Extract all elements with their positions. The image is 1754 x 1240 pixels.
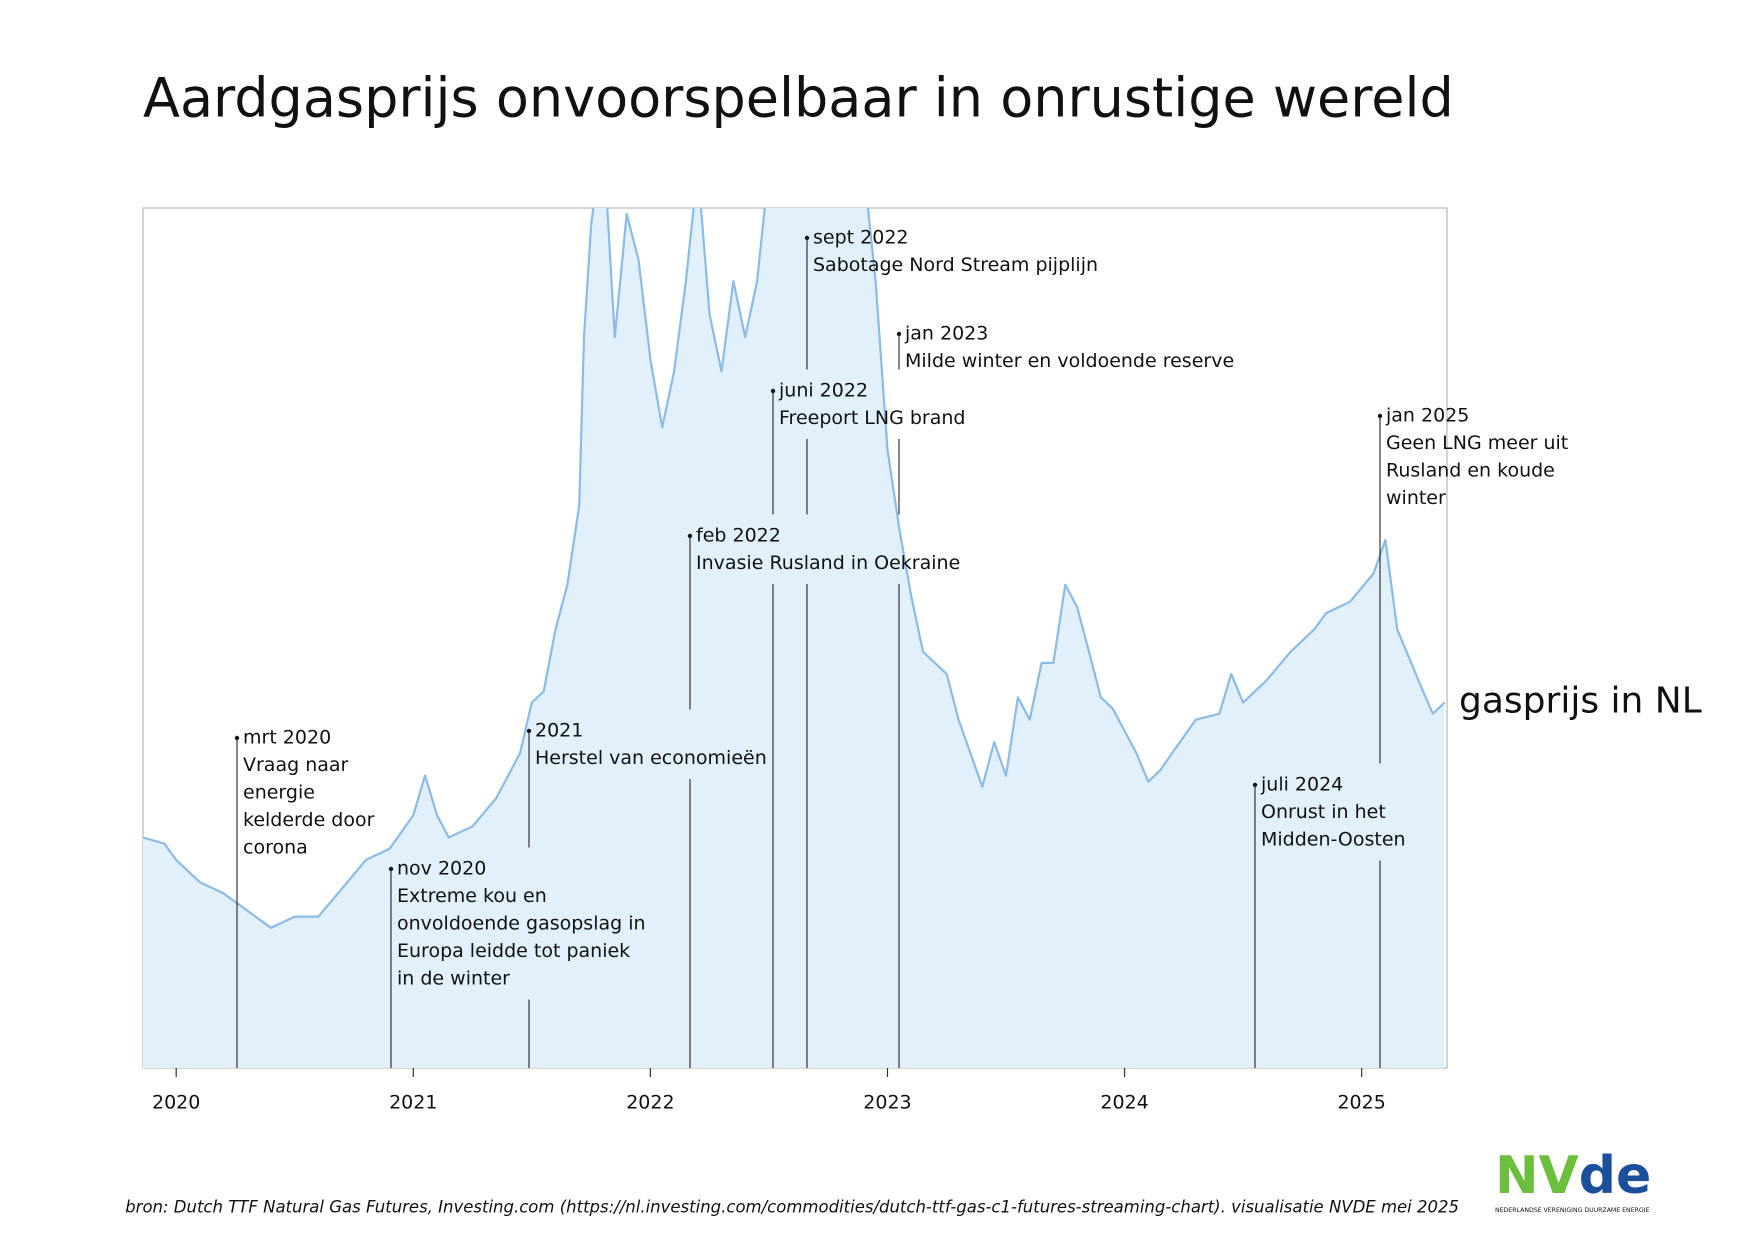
- annotation-text: winter: [1386, 487, 1446, 509]
- series-label: gasprijs in NL: [1459, 681, 1702, 722]
- annotation-date: juni 2022: [778, 380, 868, 402]
- annotation: 2021 Herstel van economieën: [526, 720, 767, 769]
- annotation: nov 2020 Extreme kou en onvoldoende gasops…: [388, 858, 646, 990]
- annotation: jan 2023 Milde winter en voldoende reserv…: [896, 323, 1234, 372]
- annotation-text: in de winter: [397, 968, 510, 990]
- annotation-date: nov 2020: [397, 858, 486, 880]
- annotation-date: sept 2022: [813, 227, 909, 249]
- logo-part: NV: [1495, 1146, 1579, 1206]
- annotation-date: feb 2022: [696, 525, 781, 547]
- annotation-text: Herstel van economieën: [535, 747, 767, 769]
- x-tick-label: 2024: [1100, 1092, 1148, 1114]
- annotation-date: jan 2023: [904, 323, 988, 345]
- chart-title: Aardgasprijs onvoorspelbaar in onrustige…: [143, 67, 1454, 130]
- area-fill: [143, 208, 1445, 1068]
- annotation-text: Midden-Oosten: [1261, 829, 1406, 851]
- annotation-text: Rusland en koude: [1386, 460, 1555, 482]
- annotation: sept 2022 Sabotage Nord Stream pijplijn: [804, 227, 1098, 276]
- annotation-date: mrt 2020: [243, 727, 331, 749]
- annotation-text: kelderde door: [243, 809, 375, 831]
- annotation: juli 2024 Onrust in het Midden-Oosten: [1252, 774, 1406, 851]
- annotation-text: onvoldoende gasopslag in: [397, 913, 646, 935]
- annotation-text: Onrust in het: [1261, 801, 1386, 823]
- annotation-date: jan 2025: [1385, 405, 1469, 427]
- annotation-text: Vraag naar: [243, 754, 349, 776]
- annotation-date: juli 2024: [1260, 774, 1343, 796]
- annotation-text: energie: [243, 782, 315, 804]
- annotation: mrt 2020 Vraag naar energie kelderde door co…: [234, 727, 375, 859]
- annotation-text: Freeport LNG brand: [779, 407, 965, 429]
- annotations: mrt 2020 Vraag naar energie kelderde door co…: [234, 227, 1568, 1068]
- annotation-text: Europa leidde tot paniek: [397, 940, 630, 962]
- x-tick-label: 2020: [152, 1092, 200, 1114]
- x-tick-label: 2021: [389, 1092, 437, 1114]
- annotation-text: Milde winter en voldoende reserve: [905, 350, 1234, 372]
- source-note: bron: Dutch TTF Natural Gas Futures, Inv…: [125, 1198, 1459, 1217]
- logo: NVde NEDERLANDSE VERENIGING DUURZAME ENE…: [1495, 1146, 1651, 1214]
- annotation-text: Sabotage Nord Stream pijplijn: [813, 254, 1098, 276]
- annotation-text: Extreme kou en: [397, 885, 547, 907]
- annotation-date: 2021: [535, 720, 583, 742]
- price-line: [143, 208, 1446, 929]
- logo-part: de: [1579, 1146, 1652, 1206]
- logo-subtitle: NEDERLANDSE VERENIGING DUURZAME ENERGIE: [1495, 1207, 1650, 1214]
- annotation: jan 2025 Geen LNG meer uit Rusland en koud…: [1377, 405, 1568, 509]
- annotation: juni 2022 Freeport LNG brand: [770, 380, 965, 429]
- annotation-text: Geen LNG meer uit: [1386, 432, 1568, 454]
- annotation: feb 2022 Invasie Rusland in Oekraine: [687, 525, 960, 574]
- plot-area: [143, 208, 1446, 1068]
- x-tick-label: 2025: [1337, 1092, 1385, 1114]
- x-tick-label: 2022: [626, 1092, 674, 1114]
- x-tick-label: 2023: [863, 1092, 911, 1114]
- annotation-text: Invasie Rusland in Oekraine: [696, 552, 960, 574]
- logo-text: NVde: [1495, 1146, 1651, 1206]
- annotation-text: corona: [243, 837, 308, 859]
